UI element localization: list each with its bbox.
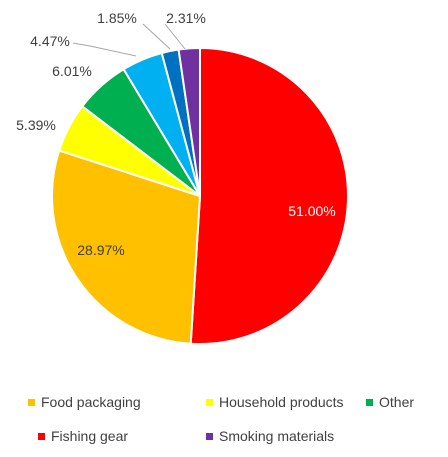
legend-item-other: Other — [366, 394, 414, 410]
legend-item-food-packaging: Food packaging — [28, 394, 141, 410]
legend-label-other: Other — [379, 394, 415, 410]
pie-slice-smoking-materials — [177, 46, 201, 197]
legend-swatch-household-products — [206, 398, 213, 406]
legend-item-household-products: Household products — [206, 394, 344, 410]
legend-label-household-products: Household products — [219, 394, 344, 410]
legend-label-fishing-gear: Fishing gear — [51, 428, 129, 444]
data-label-fishing-gear: 51.00% — [288, 203, 335, 219]
pie-chart: 51.00% 28.97% 5.39% 6.01% 4.47% 1.85% 2.31% — [16, 10, 349, 345]
legend-swatch-smoking-materials — [206, 432, 213, 440]
leader-line-smoking-materials — [164, 23, 186, 50]
data-label-smoking-materials: 2.31% — [166, 10, 206, 26]
legend-swatch-fishing-gear — [38, 432, 45, 440]
legend-item-smoking-materials: Smoking materials — [206, 428, 334, 444]
data-label-household-products: 5.39% — [16, 117, 56, 133]
data-label-food-packaging: 28.97% — [77, 242, 124, 258]
legend-label-smoking-materials: Smoking materials — [219, 428, 335, 444]
leader-line-unlabeled-4 — [72, 42, 137, 57]
legend-label-food-packaging: Food packaging — [41, 394, 141, 410]
pie-slice-food-packaging — [51, 149, 202, 345]
legend-swatch-food-packaging — [28, 398, 35, 406]
data-label-unlabeled-5: 1.85% — [97, 10, 137, 26]
data-label-other: 6.01% — [52, 63, 92, 79]
leader-line-unlabeled-5 — [142, 23, 171, 50]
pie-slice-fishing-gear — [189, 46, 349, 345]
legend-item-fishing-gear: Fishing gear — [38, 428, 128, 444]
data-label-unlabeled-4: 4.47% — [30, 33, 70, 49]
legend-swatch-other — [366, 398, 373, 406]
